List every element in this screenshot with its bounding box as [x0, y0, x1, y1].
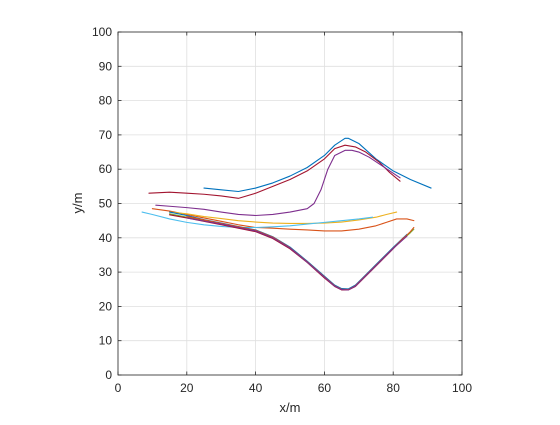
series-line-3: [155, 149, 401, 217]
y-tick-label: 90: [99, 59, 113, 73]
y-tick-label: 60: [99, 162, 113, 176]
series-line-5: [169, 211, 398, 224]
x-tick-label: 60: [318, 381, 332, 395]
series-line-2: [148, 144, 401, 199]
x-tick-label: 100: [452, 381, 472, 395]
x-tick-label: 40: [249, 381, 263, 395]
series-line-1: [203, 137, 432, 193]
y-tick-label: 20: [99, 299, 113, 313]
series-group: [141, 137, 432, 291]
y-tick-label: 80: [99, 94, 113, 108]
y-tick-label: 50: [99, 197, 113, 211]
series-line-4: [151, 208, 415, 232]
y-tick-label: 40: [99, 231, 113, 245]
y-tick-label: 0: [105, 368, 112, 382]
series-line-6: [141, 211, 374, 229]
y-tick-label: 100: [92, 25, 112, 39]
y-axis-title: y/m: [70, 193, 85, 214]
y-tick-label: 70: [99, 128, 113, 142]
y-tick-labels: 0 10 20 30 40 50 60 70 80 90 100: [92, 25, 112, 382]
x-tick-label: 0: [115, 381, 122, 395]
x-axis-title: x/m: [280, 400, 301, 415]
x-tick-label: 80: [387, 381, 401, 395]
series-line-11: [186, 217, 408, 291]
tick-marks: [117, 31, 463, 376]
x-tick-label: 20: [180, 381, 194, 395]
y-tick-label: 10: [99, 334, 113, 348]
y-tick-label: 30: [99, 265, 113, 279]
x-tick-labels: 0 20 40 60 80 100: [115, 381, 473, 395]
